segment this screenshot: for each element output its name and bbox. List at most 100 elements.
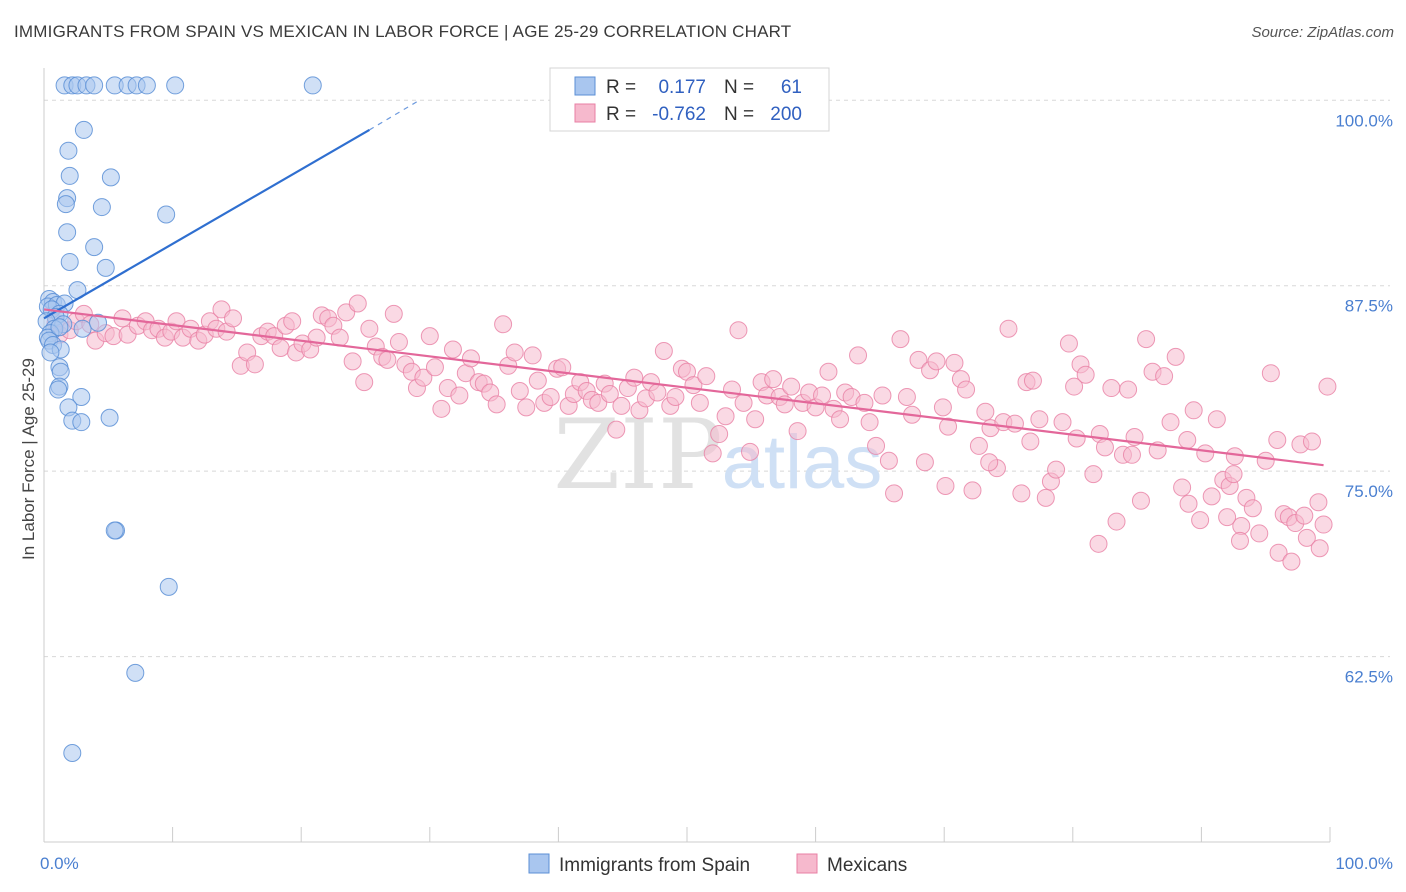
legend-swatch-spain: [574, 76, 596, 96]
mexicans-point: [1131, 491, 1150, 510]
spain-trendline: [43, 128, 370, 320]
mexicans-point: [1250, 524, 1269, 543]
mexicans-trendline: [43, 308, 1324, 467]
x-tick-label: 100.0%: [1335, 854, 1393, 873]
mexicans-point: [1179, 494, 1198, 513]
mexicans-point: [1318, 377, 1337, 396]
spain-point: [74, 120, 93, 139]
mexicans-point: [1059, 334, 1078, 353]
mexicans-point: [1005, 414, 1024, 433]
trend-lines: [43, 101, 1324, 467]
legend-r-label-spain: R =: [606, 77, 636, 98]
mexicans-point: [831, 410, 850, 429]
spain-point: [60, 166, 79, 185]
y-tick-label: 62.5%: [1345, 668, 1393, 687]
mexicans-point: [1030, 410, 1049, 429]
mexicans-point: [224, 309, 243, 328]
mexicans-point: [891, 330, 910, 349]
mexicans-point: [1269, 543, 1288, 562]
legend-n-label-mexicans: N =: [724, 104, 754, 125]
mexicans-point: [1067, 429, 1086, 448]
mexicans-point: [963, 481, 982, 500]
legend-swatch-mexicans: [574, 103, 596, 123]
mexicans-point: [607, 420, 626, 439]
y-axis-label: In Labor Force | Age 25-29: [19, 358, 38, 560]
mexicans-point: [487, 395, 506, 414]
mexicans-point: [414, 368, 433, 387]
spain-point: [58, 223, 77, 242]
spain-point: [49, 380, 68, 399]
mexicans-point: [1076, 365, 1095, 384]
mexicans-point: [541, 387, 560, 406]
mexicans-point: [690, 393, 709, 412]
mexicans-point: [897, 387, 916, 406]
mexicans-point: [1310, 539, 1329, 558]
legend-n-label-spain: N =: [724, 77, 754, 98]
spain-point: [166, 76, 185, 95]
mexicans-point: [389, 333, 408, 352]
mexicans-point: [420, 327, 439, 346]
mexicans-point: [873, 386, 892, 405]
mexicans-point: [450, 386, 469, 405]
mexicans-point: [1243, 499, 1262, 518]
legend-r-value-spain: 0.177: [658, 77, 706, 98]
spain-point: [63, 743, 82, 762]
mexicans-point: [1297, 528, 1316, 547]
spain-point: [159, 577, 178, 596]
mexicans-point: [909, 350, 928, 369]
series-legend-label-mexicans: Mexicans: [827, 855, 907, 876]
mexicans-point: [860, 413, 879, 432]
mexicans-point: [999, 319, 1018, 338]
y-tick-labels: 100.0% 87.5% 75.0% 62.5%: [1335, 111, 1393, 686]
mexicans-point: [505, 343, 524, 362]
mexicans-point: [782, 377, 801, 396]
mexicans-point: [330, 328, 349, 347]
mexicans-point: [819, 362, 838, 381]
spain-point: [85, 76, 104, 95]
legend-box: [549, 67, 830, 132]
mexicans-point: [1122, 445, 1141, 464]
source-label: Source: ZipAtlas.com: [1251, 24, 1394, 41]
mexicans-point: [976, 402, 995, 421]
mexicans-point: [813, 386, 832, 405]
series-legend-swatch-mexicans: [796, 853, 818, 874]
mexicans-point: [648, 383, 667, 402]
spain-point: [72, 413, 91, 432]
x-tick-label: 0.0%: [40, 854, 79, 873]
spain-point: [137, 76, 156, 95]
spain-point: [101, 168, 120, 187]
spain-point: [50, 318, 69, 337]
mexicans-point: [283, 312, 302, 331]
mexicans-point: [746, 410, 765, 429]
mexicans-point: [729, 321, 748, 340]
mexicans-point: [1065, 377, 1084, 396]
mexicans-point: [741, 442, 760, 461]
spain-point: [96, 258, 115, 277]
mexicans-point: [612, 396, 631, 415]
mexicans-point: [933, 398, 952, 417]
mexicans-point: [245, 355, 264, 374]
spain-point: [56, 195, 75, 214]
mexicans-point: [1089, 534, 1108, 553]
mexicans-point: [510, 382, 529, 401]
spain-point: [73, 319, 92, 338]
mexicans-point: [1021, 432, 1040, 451]
y-tick-label: 87.5%: [1345, 297, 1393, 316]
mexicans-point: [1166, 347, 1185, 366]
mexicans-point: [1282, 552, 1301, 571]
spain-point: [100, 408, 119, 427]
series-legend: Immigrants from Spain Mexicans: [528, 853, 907, 876]
mexicans-point: [360, 319, 379, 338]
mexicans-point: [600, 384, 619, 403]
mexicans-point: [384, 304, 403, 323]
mexicans-point: [1102, 379, 1121, 398]
series-legend-label-spain: Immigrants from Spain: [559, 855, 750, 876]
mexicans-point: [1184, 401, 1203, 420]
mexicans-point: [969, 436, 988, 455]
spain-point: [59, 141, 78, 160]
mexicans-point: [1119, 380, 1138, 399]
mexicans-point: [1053, 413, 1072, 432]
mexicans-point: [343, 352, 362, 371]
mexicans-point: [1137, 330, 1156, 349]
legend-r-value-mexicans: -0.762: [652, 104, 706, 125]
